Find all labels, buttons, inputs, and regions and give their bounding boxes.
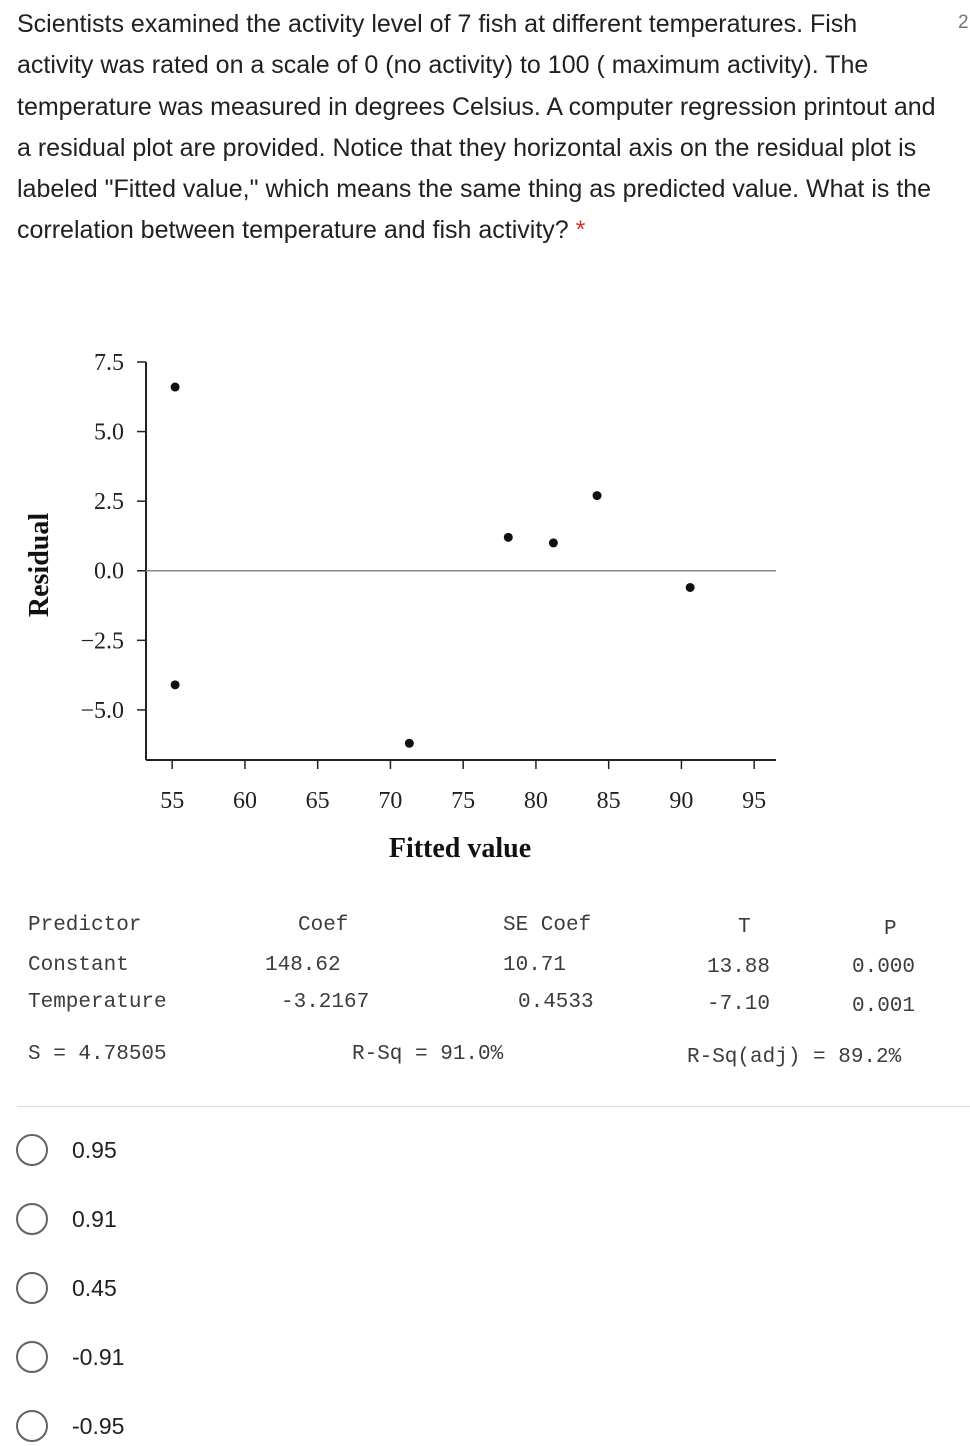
option-label: 0.91 bbox=[72, 1205, 117, 1232]
header-se-coef: SE Coef bbox=[503, 914, 592, 937]
option-label: 0.95 bbox=[72, 1136, 117, 1163]
y-tick-label: 7.5 bbox=[94, 350, 124, 376]
row-coef: 148.62 bbox=[265, 954, 341, 977]
option-label: -0.91 bbox=[72, 1343, 125, 1370]
header-t: T bbox=[738, 916, 751, 939]
plot-points bbox=[170, 382, 695, 748]
x-tick-label: 90 bbox=[669, 788, 693, 814]
y-tick-label: 5.0 bbox=[94, 420, 124, 446]
row-se-coef: 10.71 bbox=[503, 954, 567, 977]
y-axis-label: Residual bbox=[24, 513, 55, 617]
residual-plot: 7.5 5.0 2.5 0.0 −2.5 −5.0 55 60 65 70 75 80 85 90 95 F… bbox=[24, 350, 776, 864]
option-0-95[interactable]: 0.95 bbox=[16, 1130, 416, 1170]
x-tick-label: 80 bbox=[524, 788, 548, 814]
header-coef: Coef bbox=[298, 914, 349, 937]
y-tick-label: −5.0 bbox=[80, 698, 124, 724]
y-tick-label: 0.0 bbox=[94, 559, 124, 585]
stat-s: S = 4.78505 bbox=[28, 1043, 167, 1066]
stat-rsq: R-Sq = 91.0% bbox=[352, 1043, 504, 1066]
x-tick-label: 95 bbox=[742, 788, 766, 814]
x-tick-label: 75 bbox=[451, 788, 475, 814]
divider bbox=[17, 1106, 970, 1107]
radio-circle-icon[interactable] bbox=[16, 1134, 48, 1166]
header-predictor: Predictor bbox=[28, 914, 142, 937]
radio-circle-icon[interactable] bbox=[16, 1272, 48, 1304]
question-body: Scientists examined the activity level o… bbox=[17, 10, 936, 245]
y-tick-label: 2.5 bbox=[94, 489, 124, 515]
option-0-45[interactable]: 0.45 bbox=[16, 1268, 416, 1308]
plot-axes bbox=[145, 362, 776, 761]
data-point bbox=[503, 532, 513, 542]
question-text: Scientists examined the activity level o… bbox=[17, 4, 937, 252]
row-t: -7.10 bbox=[707, 993, 771, 1016]
row-t: 13.88 bbox=[707, 956, 771, 979]
data-point bbox=[548, 538, 558, 548]
radio-circle-icon[interactable] bbox=[16, 1203, 48, 1235]
option-neg-0-91[interactable]: -0.91 bbox=[16, 1337, 416, 1377]
header-p: P bbox=[884, 918, 897, 941]
row-label: Constant bbox=[28, 954, 129, 977]
option-label: -0.95 bbox=[72, 1412, 125, 1439]
row-p: 0.001 bbox=[852, 995, 916, 1018]
row-p: 0.000 bbox=[852, 956, 916, 979]
data-point bbox=[592, 491, 602, 501]
points-value: 2 bbox=[958, 12, 969, 33]
radio-circle-icon[interactable] bbox=[16, 1410, 48, 1442]
option-0-91[interactable]: 0.91 bbox=[16, 1199, 416, 1239]
x-tick-label: 85 bbox=[597, 788, 621, 814]
radio-circle-icon[interactable] bbox=[16, 1341, 48, 1373]
row-label: Temperature bbox=[28, 991, 167, 1014]
option-label: 0.45 bbox=[72, 1274, 117, 1301]
data-point bbox=[170, 680, 180, 690]
stat-rsq-adj: R-Sq(adj) = 89.2% bbox=[687, 1046, 902, 1069]
required-asterisk: * bbox=[575, 216, 586, 245]
y-tick-label: −2.5 bbox=[80, 628, 124, 654]
option-neg-0-95[interactable]: -0.95 bbox=[16, 1406, 416, 1446]
row-coef: -3.2167 bbox=[281, 991, 370, 1014]
data-point bbox=[685, 582, 695, 592]
row-se-coef: 0.4533 bbox=[518, 991, 594, 1014]
plot-ticks: 7.5 5.0 2.5 0.0 −2.5 −5.0 55 60 65 70 75 80 85 90 95 bbox=[80, 350, 766, 814]
x-tick-label: 70 bbox=[378, 788, 402, 814]
x-tick-label: 60 bbox=[233, 788, 257, 814]
x-tick-label: 55 bbox=[160, 788, 184, 814]
data-point bbox=[170, 382, 180, 392]
x-axis-label: Fitted value bbox=[389, 833, 531, 864]
data-point bbox=[404, 738, 414, 748]
x-tick-label: 65 bbox=[306, 788, 330, 814]
